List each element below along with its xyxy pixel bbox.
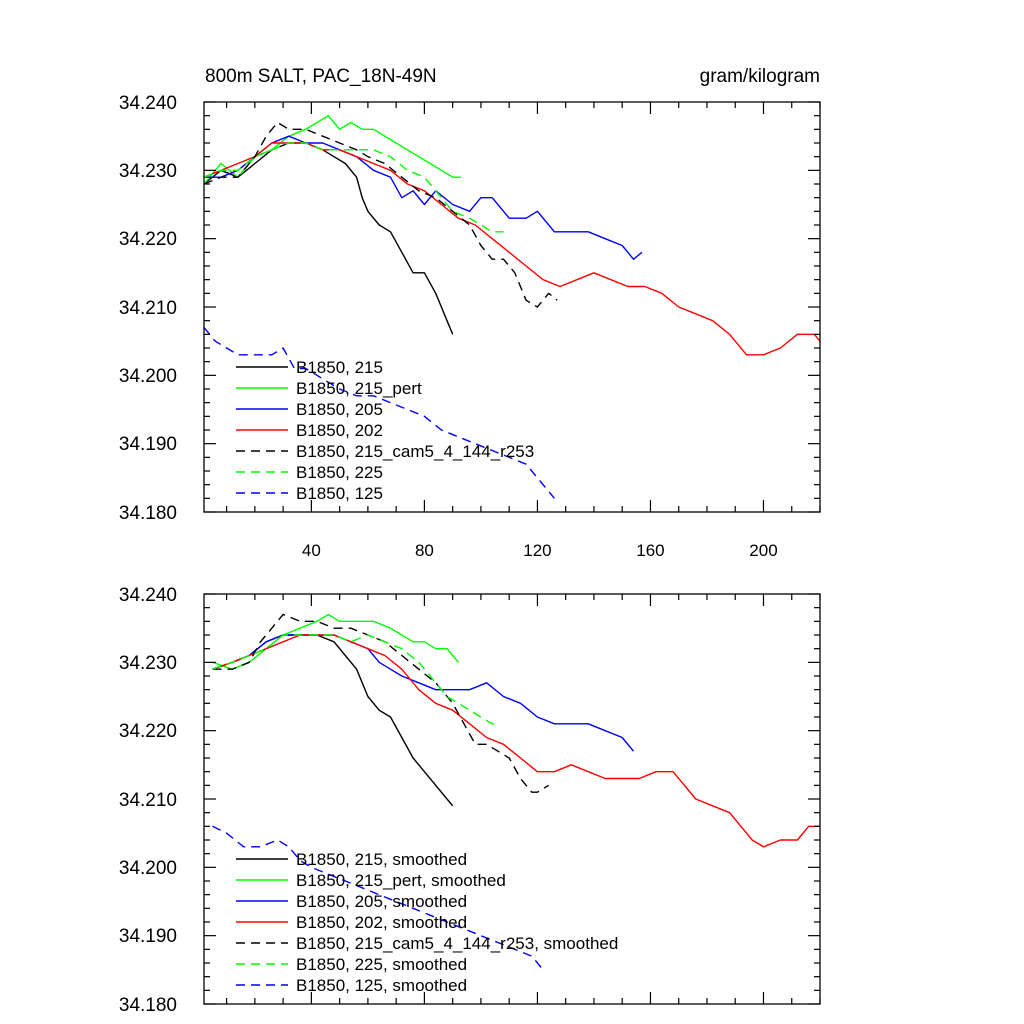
top-panel: 800m SALT, PAC_18N-49N gram/kilogram 34.… <box>119 66 821 560</box>
legend-label: B1850, 215, smoothed <box>296 850 467 869</box>
series-line <box>203 142 821 356</box>
y-tick-label: 34.210 <box>119 790 177 811</box>
legend-label: B1850, 225 <box>296 463 383 482</box>
x-tick-label: 160 <box>636 541 664 560</box>
y-tick-label: 34.240 <box>119 585 177 606</box>
series-line <box>203 142 454 335</box>
y-tick-label: 34.220 <box>119 229 177 250</box>
bottom-y-tick-labels: 34.240 34.230 34.220 34.210 34.200 34.19… <box>119 585 177 1016</box>
x-tick-label: 120 <box>523 541 551 560</box>
y-tick-label: 34.180 <box>119 503 177 524</box>
y-tick-label: 34.190 <box>119 926 177 947</box>
series-line <box>212 613 459 670</box>
legend-label: B1850, 215_cam5_4_144_r253, smoothed <box>296 934 618 953</box>
top-y-tick-labels: 34.240 34.230 34.220 34.210 34.200 34.19… <box>119 93 177 524</box>
y-tick-label: 34.210 <box>119 298 177 319</box>
series-line <box>212 613 550 793</box>
series-line <box>203 327 555 499</box>
legend-label: B1850, 125, smoothed <box>296 976 467 995</box>
top-ticks <box>204 101 821 513</box>
y-tick-label: 34.220 <box>119 721 177 742</box>
series-line <box>212 634 498 725</box>
series-line <box>204 135 643 260</box>
y-tick-label: 34.180 <box>119 995 177 1016</box>
legend-label: B1850, 205, smoothed <box>296 892 467 911</box>
y-tick-label: 34.230 <box>119 161 177 182</box>
legend-label: B1850, 125 <box>296 484 383 503</box>
top-series-layer <box>203 114 821 499</box>
x-tick-label: 80 <box>415 541 434 560</box>
bottom-panel: 34.240 34.230 34.220 34.210 34.200 34.19… <box>119 585 821 1016</box>
series-line <box>212 634 820 848</box>
series-line <box>212 825 544 971</box>
series-line <box>212 634 635 752</box>
legend-label: B1850, 205 <box>296 400 383 419</box>
bottom-ticks <box>204 593 821 1005</box>
y-tick-label: 34.190 <box>119 434 177 455</box>
legend-label: B1850, 215_pert, smoothed <box>296 871 506 890</box>
y-tick-label: 34.200 <box>119 366 177 387</box>
top-x-tick-labels: 40 80 120 160 200 <box>302 541 778 560</box>
series-line <box>203 142 504 233</box>
y-tick-label: 34.200 <box>119 858 177 879</box>
top-legend: B1850, 215 B1850, 215_pert B1850, 205 B1… <box>236 358 534 503</box>
top-panel-title: 800m SALT, PAC_18N-49N <box>205 66 437 87</box>
legend-label: B1850, 225, smoothed <box>296 955 467 974</box>
legend-label: B1850, 202, smoothed <box>296 913 467 932</box>
y-tick-label: 34.230 <box>119 653 177 674</box>
x-tick-label: 40 <box>302 541 321 560</box>
bottom-legend: B1850, 215, smoothed B1850, 215_pert, sm… <box>236 850 618 995</box>
bottom-series-layer <box>212 613 820 971</box>
series-line <box>203 121 558 308</box>
y-tick-label: 34.240 <box>119 93 177 114</box>
legend-label: B1850, 215_cam5_4_144_r253 <box>296 442 534 461</box>
legend-label: B1850, 202 <box>296 421 383 440</box>
legend-label: B1850, 215_pert <box>296 379 422 398</box>
top-panel-units: gram/kilogram <box>700 66 820 87</box>
x-tick-label: 200 <box>749 541 777 560</box>
series-line <box>212 634 454 807</box>
legend-label: B1850, 215 <box>296 358 383 377</box>
